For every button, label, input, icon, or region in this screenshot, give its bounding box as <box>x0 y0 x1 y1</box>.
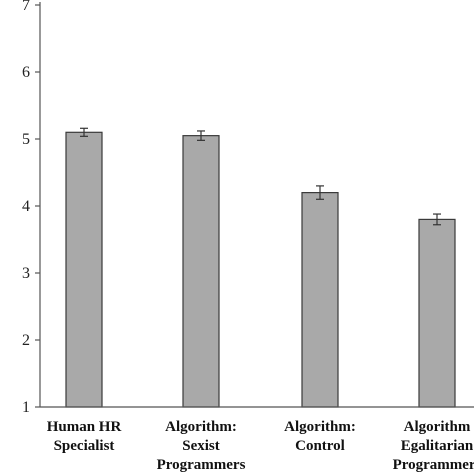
x-category-label-line: Specialist <box>54 438 115 454</box>
x-category-label: Algorithm: Sexist Programmers <box>157 419 246 473</box>
y-tick-label: 2 <box>22 332 30 349</box>
x-category-label-line: Programmers <box>393 457 474 473</box>
x-category-label-line: Control <box>295 438 345 454</box>
y-tick-label: 3 <box>22 265 30 282</box>
bars <box>65 131 456 408</box>
bar <box>65 131 103 408</box>
y-tick-label: 7 <box>22 0 30 14</box>
x-category-label-line: Egalitarian <box>401 438 474 454</box>
y-tick-label: 5 <box>22 131 30 148</box>
x-category-label-line: Algorithm <box>404 419 471 435</box>
y-axis-ticks: 1 2 3 4 5 6 7 <box>22 0 40 416</box>
error-bars <box>80 127 441 226</box>
x-category-label-line: Sexist <box>182 438 220 454</box>
bar <box>301 192 339 408</box>
y-tick-label: 1 <box>22 399 30 416</box>
y-tick-label: 4 <box>22 198 30 215</box>
axes <box>39 2 474 408</box>
x-category-label-line: Programmers <box>157 457 246 473</box>
x-category-label-line: Human HR <box>47 419 122 435</box>
x-category-label: Algorithm Egalitarian Programmers <box>393 419 474 473</box>
error-bar <box>197 130 205 141</box>
y-tick-label: 6 <box>22 64 30 81</box>
x-axis-labels: Human HR Specialist Algorithm: Sexist Progra… <box>47 419 474 473</box>
bar <box>182 135 220 408</box>
x-category-label: Algorithm: Control <box>284 419 356 454</box>
error-bar <box>80 127 88 137</box>
error-bar <box>316 185 324 200</box>
bar <box>418 218 456 408</box>
error-bar <box>433 213 441 226</box>
x-category-label: Human HR Specialist <box>47 419 122 454</box>
x-category-label-line: Algorithm: <box>284 419 356 435</box>
x-category-label-line: Algorithm: <box>165 419 237 435</box>
